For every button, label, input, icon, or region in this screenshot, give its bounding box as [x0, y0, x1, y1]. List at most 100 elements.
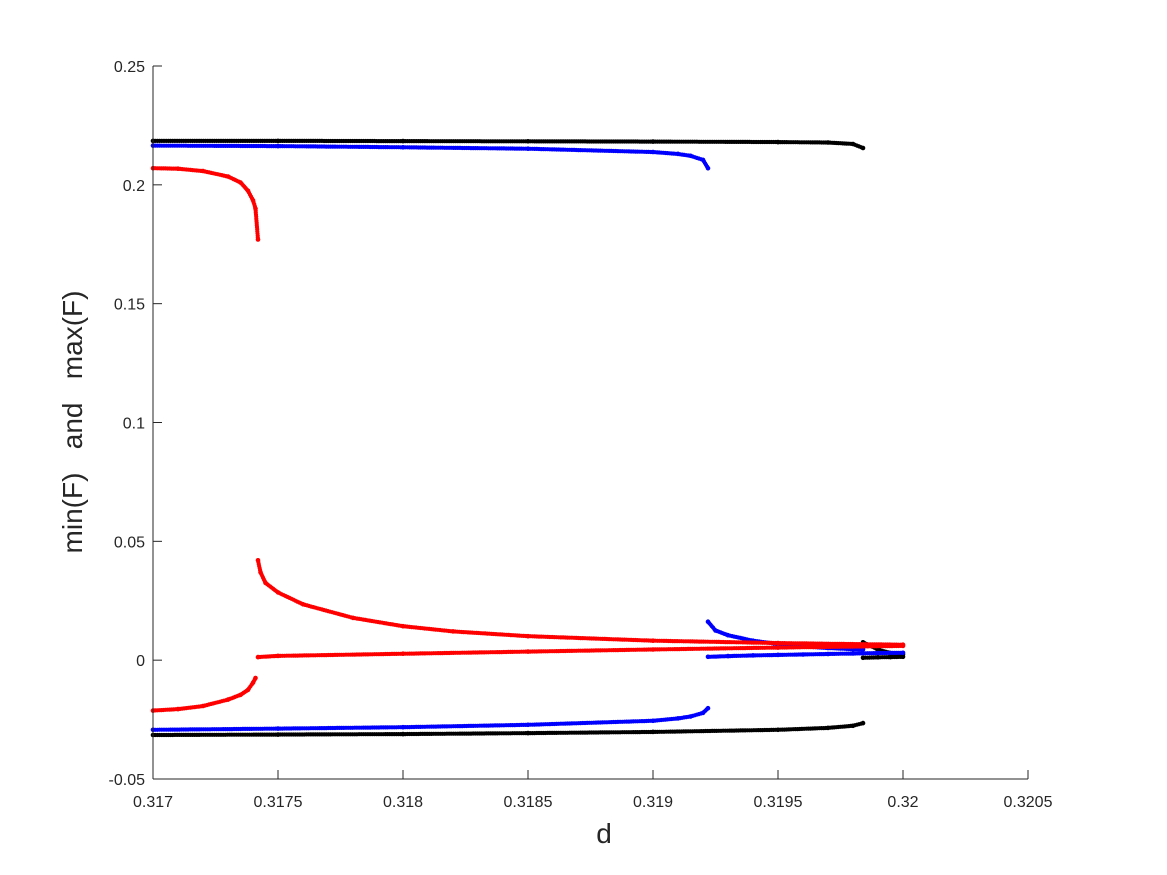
- data-point: [675, 151, 681, 157]
- data-point: [525, 730, 531, 736]
- data-point: [725, 653, 731, 659]
- data-point: [825, 651, 831, 657]
- data-point: [275, 143, 281, 149]
- data-point: [850, 651, 856, 656]
- series-branch-curve: [255, 558, 906, 647]
- data-point: [860, 145, 866, 151]
- data-point: [250, 198, 256, 203]
- data-point: [688, 153, 693, 159]
- data-point: [800, 652, 806, 657]
- y-tick-label: -0.05: [109, 772, 146, 789]
- data-point: [400, 651, 406, 656]
- x-tick-label: 0.317: [133, 794, 173, 811]
- data-point: [775, 139, 781, 145]
- data-point: [860, 655, 866, 661]
- data-point: [900, 650, 906, 656]
- data-point: [300, 602, 306, 607]
- data-point: [225, 697, 231, 702]
- data-point: [705, 165, 711, 171]
- data-point: [650, 718, 656, 724]
- data-point: [350, 615, 356, 621]
- data-point: [253, 206, 258, 211]
- data-point: [650, 638, 656, 643]
- data-point: [175, 706, 181, 712]
- data-point: [400, 138, 406, 144]
- data-point: [750, 653, 756, 658]
- x-tick-label: 0.32: [887, 794, 918, 811]
- data-point: [525, 722, 531, 728]
- data-point: [650, 149, 656, 155]
- data-point: [175, 166, 181, 171]
- data-point: [675, 716, 681, 721]
- data-point: [705, 705, 711, 711]
- x-tick-label: 0.3175: [254, 794, 303, 811]
- data-point: [255, 558, 261, 563]
- data-point: [255, 237, 261, 242]
- data-point: [900, 643, 906, 649]
- y-tick-label: 0: [136, 653, 145, 670]
- data-point: [225, 174, 231, 179]
- data-point: [255, 654, 261, 660]
- data-point: [400, 623, 406, 629]
- data-point: [775, 727, 781, 733]
- data-point: [253, 675, 258, 681]
- data-point: [700, 710, 706, 716]
- data-point: [705, 654, 711, 660]
- x-tick-label: 0.318: [383, 794, 423, 811]
- x-tick-label: 0.3205: [1004, 794, 1053, 811]
- data-point: [250, 680, 256, 685]
- data-point: [450, 629, 456, 634]
- data-point: [200, 703, 206, 709]
- data-layer: [150, 138, 906, 738]
- data-point: [875, 655, 881, 660]
- data-point: [825, 140, 831, 145]
- data-point: [275, 590, 281, 595]
- data-point: [688, 714, 693, 719]
- data-point: [875, 650, 881, 656]
- data-point: [238, 180, 243, 185]
- data-point: [525, 649, 531, 654]
- y-tick-label: 0.2: [123, 178, 145, 195]
- x-tick-label: 0.319: [633, 794, 673, 811]
- data-point: [263, 580, 268, 586]
- series-2: [150, 165, 906, 713]
- x-tick-label: 0.3195: [754, 794, 803, 811]
- data-point: [650, 729, 656, 735]
- data-point: [275, 653, 281, 659]
- data-point: [200, 168, 206, 174]
- data-point: [258, 569, 263, 575]
- data-point: [650, 647, 656, 652]
- data-point: [275, 726, 281, 731]
- series-branch-curve: [150, 706, 711, 732]
- data-point: [775, 652, 781, 658]
- data-point: [900, 654, 906, 660]
- data-point: [400, 145, 406, 150]
- data-point: [238, 692, 243, 698]
- y-tick-label: 0.05: [114, 534, 145, 551]
- series-branch-curve: [150, 166, 261, 242]
- data-point: [888, 654, 893, 660]
- data-point: [705, 619, 711, 624]
- data-point: [725, 632, 731, 638]
- series-branch-curve: [860, 654, 906, 660]
- y-tick-label: 0.1: [123, 416, 145, 433]
- data-point: [400, 731, 406, 737]
- x-tick-label: 0.3185: [504, 794, 553, 811]
- axes: [152, 66, 1028, 780]
- data-point: [860, 720, 866, 726]
- data-point: [525, 633, 531, 639]
- data-point: [775, 645, 781, 650]
- x-axis-label: d: [596, 818, 612, 849]
- data-point: [400, 724, 406, 730]
- data-point: [245, 687, 251, 693]
- data-point: [275, 732, 281, 737]
- data-point: [850, 723, 856, 729]
- y-tick-label: 0.25: [114, 59, 145, 76]
- data-point: [825, 725, 831, 731]
- data-point: [650, 139, 656, 144]
- data-point: [525, 139, 531, 144]
- data-point: [245, 188, 251, 194]
- y-tick-label: 0.15: [114, 297, 145, 314]
- data-point: [275, 138, 281, 144]
